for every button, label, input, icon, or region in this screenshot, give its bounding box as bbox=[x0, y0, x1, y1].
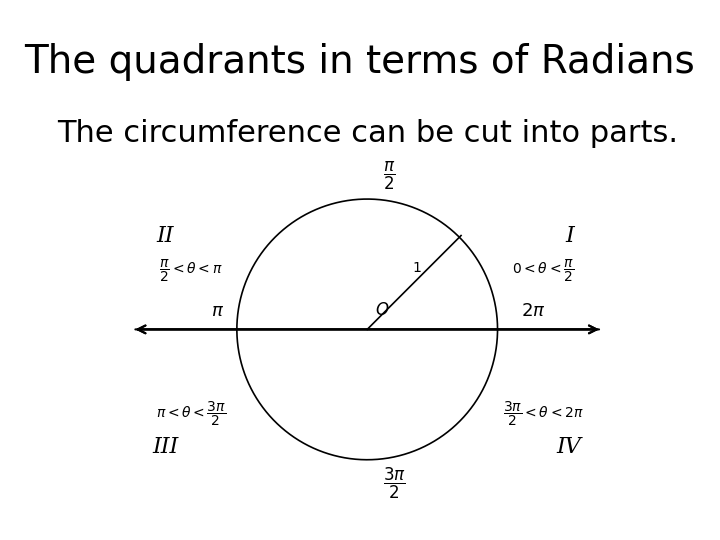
Text: II: II bbox=[156, 225, 174, 247]
Text: $\dfrac{\pi}{2}<\theta<\pi$: $\dfrac{\pi}{2}<\theta<\pi$ bbox=[159, 258, 223, 284]
Text: $1$: $1$ bbox=[412, 261, 421, 275]
Text: $\dfrac{\pi}{2}$: $\dfrac{\pi}{2}$ bbox=[383, 159, 395, 192]
Text: $\dfrac{3\pi}{2}$: $\dfrac{3\pi}{2}$ bbox=[383, 465, 405, 501]
Text: $0<\theta<\dfrac{\pi}{2}$: $0<\theta<\dfrac{\pi}{2}$ bbox=[512, 258, 575, 284]
Text: $\pi$: $\pi$ bbox=[211, 302, 224, 320]
Text: $O$: $O$ bbox=[375, 302, 390, 319]
Text: $\pi<\theta<\dfrac{3\pi}{2}$: $\pi<\theta<\dfrac{3\pi}{2}$ bbox=[156, 400, 226, 428]
Text: The circumference can be cut into parts.: The circumference can be cut into parts. bbox=[58, 119, 679, 148]
Text: $\dfrac{3\pi}{2}<\theta<2\pi$: $\dfrac{3\pi}{2}<\theta<2\pi$ bbox=[503, 400, 584, 428]
Text: I: I bbox=[565, 225, 574, 247]
Text: III: III bbox=[152, 436, 179, 458]
Text: $2\pi$: $2\pi$ bbox=[521, 302, 546, 320]
Text: The quadrants in terms of Radians: The quadrants in terms of Radians bbox=[24, 43, 696, 81]
Text: IV: IV bbox=[557, 436, 582, 458]
